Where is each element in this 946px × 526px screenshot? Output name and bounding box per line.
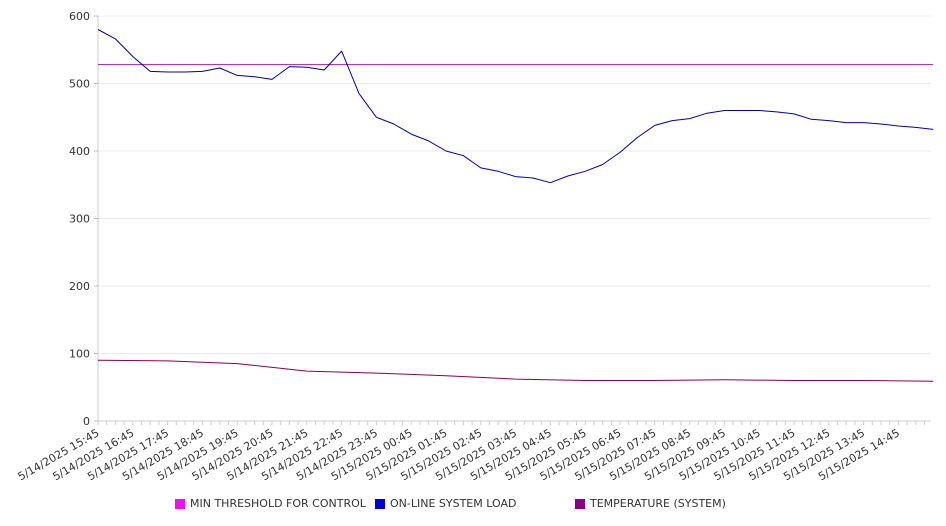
legend: MIN THRESHOLD FOR CONTROL ON-LINE SYSTEM… xyxy=(0,497,946,517)
series-line-1 xyxy=(97,29,934,184)
y-tick-label-500: 500 xyxy=(69,78,90,91)
y-tick-label-200: 200 xyxy=(69,280,90,293)
legend-item-min-threshold[interactable]: MIN THRESHOLD FOR CONTROL xyxy=(175,497,366,510)
legend-swatch-online-system-load xyxy=(375,498,385,509)
series-line-2 xyxy=(97,359,934,382)
legend-label-temperature: TEMPERATURE (SYSTEM) xyxy=(590,497,726,510)
y-tick-label-400: 400 xyxy=(69,145,90,158)
y-tick-label-100: 100 xyxy=(69,348,90,361)
legend-item-temperature[interactable]: TEMPERATURE (SYSTEM) xyxy=(575,497,726,510)
legend-label-online-system-load: ON-LINE SYSTEM LOAD xyxy=(390,497,517,510)
y-axis-ticks: 0 100 200 300 400 500 600 xyxy=(69,10,98,428)
y-tick-label-600: 600 xyxy=(69,10,90,23)
x-axis-ticks: 5/14/2025 15:455/14/2025 16:455/14/2025 … xyxy=(16,421,925,483)
y-tick-label-300: 300 xyxy=(69,213,90,226)
legend-item-online-system-load[interactable]: ON-LINE SYSTEM LOAD xyxy=(375,497,516,510)
legend-swatch-temperature xyxy=(575,498,585,509)
series-lines xyxy=(97,29,934,382)
grid-lines xyxy=(98,15,931,354)
y-tick-label-0: 0 xyxy=(83,415,90,428)
legend-swatch-min-threshold xyxy=(175,498,185,509)
legend-label-min-threshold: MIN THRESHOLD FOR CONTROL xyxy=(190,497,366,510)
